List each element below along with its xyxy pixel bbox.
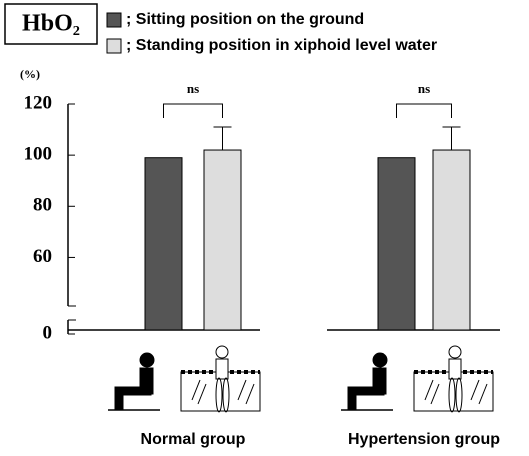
- sitting-icon: [341, 352, 393, 411]
- water-icon: [413, 345, 494, 413]
- y-tick-label: 100: [24, 144, 53, 165]
- annotation: ns: [187, 81, 199, 96]
- significance-bracket: [396, 103, 452, 118]
- y-tick-label: 0: [43, 322, 53, 343]
- bar: [203, 149, 242, 331]
- chart-title: HbO₂: [22, 11, 80, 37]
- bar: [144, 157, 183, 331]
- sitting-icon: [108, 352, 160, 411]
- x-tick-label: Normal group: [141, 431, 246, 448]
- significance-bracket: [163, 103, 223, 118]
- x-tick-label: Hypertension group: [348, 431, 500, 448]
- y-tick-label: 120: [24, 92, 53, 113]
- legend-label: ; Standing position in xiphoid level wat…: [126, 37, 437, 54]
- legend-label: ; Sitting position on the ground: [126, 11, 364, 28]
- legend-swatch: [106, 12, 122, 28]
- water-icon: [180, 345, 261, 413]
- y-tick-label: 60: [33, 246, 52, 267]
- y-tick-label: 80: [33, 195, 52, 216]
- y-axis-label: (%): [20, 67, 40, 81]
- legend-swatch: [106, 38, 122, 54]
- bar: [432, 149, 471, 331]
- bar: [377, 157, 416, 331]
- annotation: ns: [418, 81, 430, 96]
- title-box: [4, 3, 98, 45]
